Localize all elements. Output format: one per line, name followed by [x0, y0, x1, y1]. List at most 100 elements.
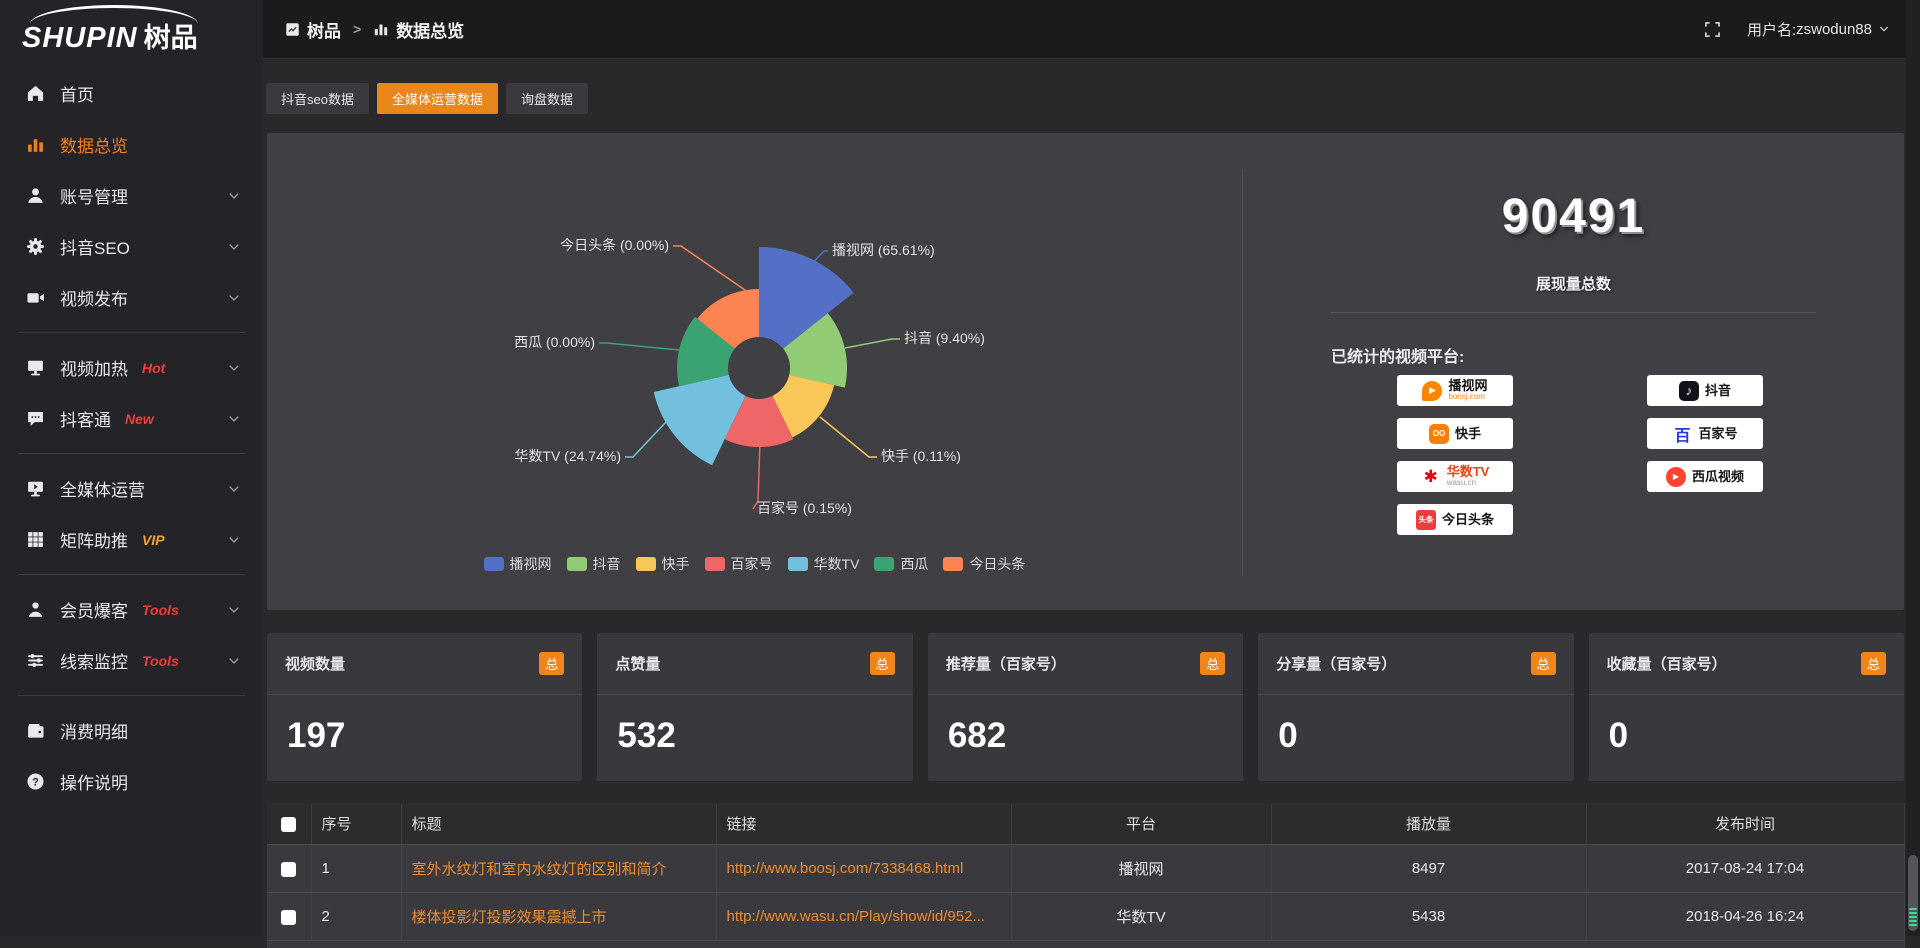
col-header-发布时间: 发布时间	[1586, 803, 1904, 845]
tab-全媒体运营数据[interactable]: 全媒体运营数据	[377, 83, 498, 114]
sidebar-item-抖音SEO[interactable]: 抖音SEO	[0, 221, 263, 272]
pie-label-leader-华数TV	[625, 422, 666, 457]
sidebar-divider	[18, 574, 245, 575]
col-header-序号: 序号	[311, 803, 401, 845]
cell-title[interactable]: 楼体投影灯投影效果震撼上市	[401, 893, 716, 941]
stat-card-label: 分享量（百家号）	[1276, 653, 1396, 674]
pie-label-快手: 快手 (0.11%)	[881, 448, 961, 464]
scrollbar-thumb[interactable]	[1908, 855, 1918, 931]
legend-item-抖音[interactable]: 抖音	[567, 554, 621, 574]
platform-name: 抖音	[1705, 384, 1731, 398]
legend-label: 播视网	[510, 554, 552, 574]
legend-label: 抖音	[593, 554, 621, 574]
user-icon	[26, 186, 45, 205]
legend-item-今日头条[interactable]: 今日头条	[943, 554, 1025, 574]
breadcrumb-app-icon	[285, 22, 300, 37]
sidebar-item-消费明细[interactable]: 消费明细	[0, 705, 263, 756]
cell-title[interactable]: 室外水纹灯和室内水纹灯的区别和简介	[401, 845, 716, 893]
legend-item-西瓜[interactable]: 西瓜	[874, 554, 928, 574]
sidebar-item-label: 数据总览	[60, 132, 128, 157]
wasu-logo-icon: ✱	[1421, 467, 1441, 487]
logo-brand-en: SHUPIN	[22, 22, 138, 54]
boosj-logo-icon: ▶	[1422, 381, 1442, 401]
platform-share-chart: 播视网 (65.61%)抖音 (9.40%)快手 (0.11%)百家号 (0.1…	[267, 133, 1242, 610]
row-checkbox[interactable]	[281, 862, 296, 877]
tab-抖音seo数据[interactable]: 抖音seo数据	[266, 83, 369, 114]
chat-icon	[26, 409, 45, 428]
tab-询盘数据[interactable]: 询盘数据	[506, 83, 588, 114]
legend-swatch	[788, 557, 808, 571]
sidebar-divider	[18, 453, 245, 454]
sidebar-item-label: 账号管理	[60, 183, 128, 208]
cell-link[interactable]: http://www.boosj.com/7338468.html	[716, 845, 1011, 893]
sidebar-item-label: 视频发布	[60, 285, 128, 310]
legend-item-华数TV[interactable]: 华数TV	[788, 554, 860, 574]
platforms-title: 已统计的视频平台:	[1331, 343, 1464, 367]
pie-label-百家号: 百家号 (0.15%)	[757, 500, 852, 516]
douyin-logo-icon: ♪	[1679, 381, 1699, 401]
legend-item-快手[interactable]: 快手	[636, 554, 690, 574]
cell-no: 2	[311, 893, 401, 941]
overview-panel: 播视网 (65.61%)抖音 (9.40%)快手 (0.11%)百家号 (0.1…	[267, 133, 1904, 610]
sidebar-item-数据总览[interactable]: 数据总览	[0, 119, 263, 170]
row-checkbox[interactable]	[281, 910, 296, 925]
chevron-down-icon	[227, 240, 241, 254]
cell-link[interactable]: http://www.wasu.cn/Play/show/id/952...	[716, 893, 1011, 941]
sidebar-item-badge: Tools	[142, 602, 179, 618]
sidebar-divider	[18, 332, 245, 333]
sidebar-item-全媒体运营[interactable]: 全媒体运营	[0, 463, 263, 514]
sidebar-item-label: 操作说明	[60, 769, 128, 794]
screen-icon	[26, 358, 45, 377]
question-icon: ?	[26, 772, 45, 791]
platform-name: 西瓜视频	[1692, 470, 1744, 484]
breadcrumb-item-home[interactable]: 树品	[307, 17, 341, 42]
pie-center-hole	[728, 337, 790, 399]
legend-item-百家号[interactable]: 百家号	[705, 554, 773, 574]
select-all-checkbox[interactable]	[281, 817, 296, 832]
sidebar-item-label: 抖客通	[60, 406, 111, 431]
legend-item-播视网[interactable]: 播视网	[484, 554, 552, 574]
stat-card-label: 收藏量（百家号）	[1607, 653, 1727, 674]
sidebar-item-视频发布[interactable]: 视频发布	[0, 272, 263, 323]
page-scrollbar	[1906, 0, 1920, 936]
sidebar-item-账号管理[interactable]: 账号管理	[0, 170, 263, 221]
sidebar-item-抖客通[interactable]: 抖客通 New	[0, 393, 263, 444]
platform-badges-right: ♪抖音百百家号▶西瓜视频	[1647, 375, 1763, 492]
cell-plays: 8497	[1271, 845, 1586, 893]
pie-label-leader-今日头条	[673, 246, 745, 290]
user-menu[interactable]: 用户名: zswodun88	[1747, 19, 1890, 40]
sidebar-item-操作说明[interactable]: ? 操作说明	[0, 756, 263, 807]
stat-card-value: 197	[267, 695, 582, 756]
chevron-down-icon	[227, 291, 241, 305]
stat-card-total-badge: 总	[539, 652, 564, 675]
col-header-链接: 链接	[716, 803, 1011, 845]
data-tabs: 抖音seo数据全媒体运营数据询盘数据	[266, 83, 588, 114]
sidebar-item-badge: Hot	[142, 360, 165, 376]
cell-time: 2018-04-26 16:24	[1586, 893, 1904, 941]
sidebar-item-badge: Tools	[142, 653, 179, 669]
sidebar-item-badge: New	[125, 411, 154, 427]
xigua-logo-icon: ▶	[1666, 467, 1686, 487]
fullscreen-icon[interactable]	[1704, 21, 1721, 38]
member-icon	[26, 600, 45, 619]
legend-label: 百家号	[731, 554, 773, 574]
breadcrumb: 树品 > 数据总览	[285, 17, 464, 42]
stat-card-value: 532	[597, 695, 912, 756]
sidebar-item-首页[interactable]: 首页	[0, 68, 263, 119]
cell-platform: 播视网	[1011, 845, 1271, 893]
chevron-down-icon	[227, 654, 241, 668]
home-icon	[26, 84, 45, 103]
chevron-down-icon	[227, 361, 241, 375]
sidebar-divider	[18, 695, 245, 696]
sidebar-item-label: 矩阵助推	[60, 527, 128, 552]
